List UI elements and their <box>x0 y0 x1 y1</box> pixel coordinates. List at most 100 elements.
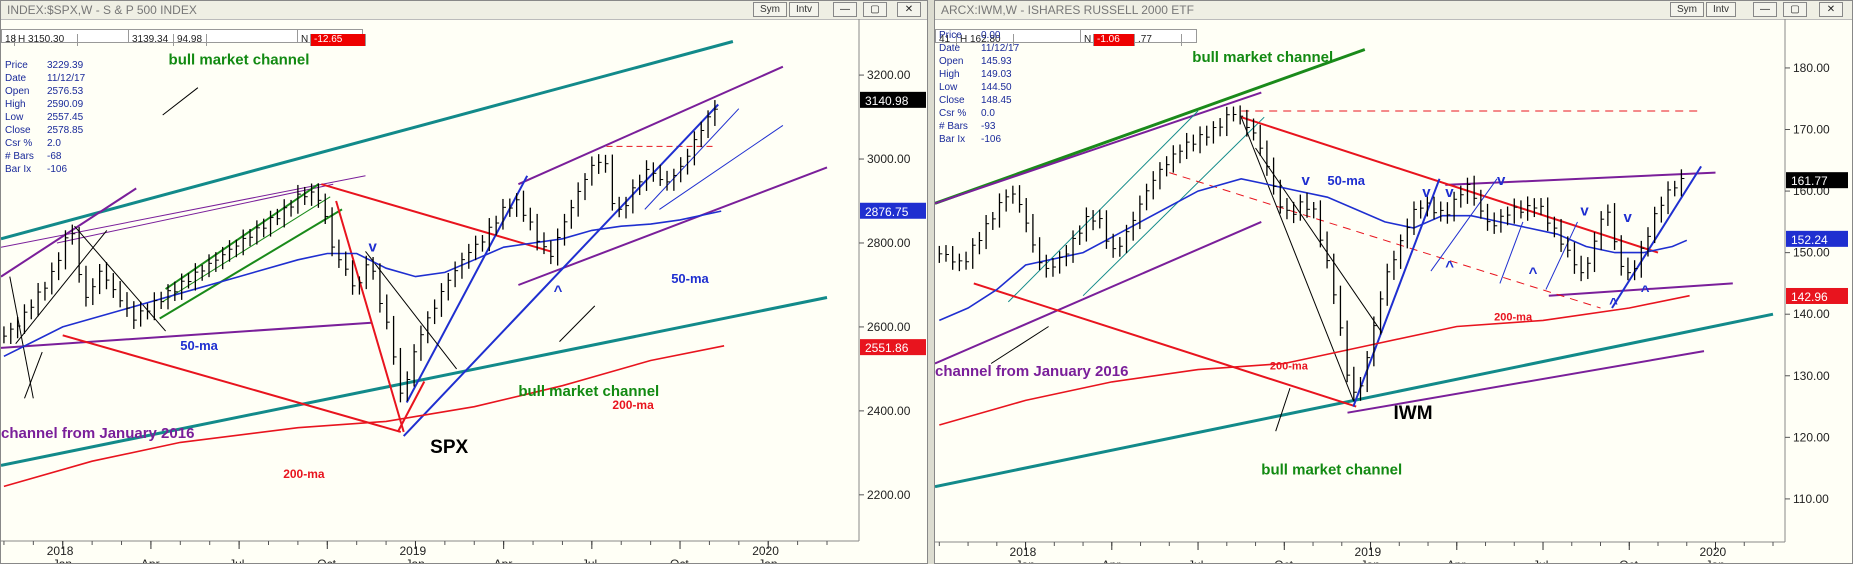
spx-info-label: Bar Ix <box>5 164 32 175</box>
iwm-trend-line <box>973 282 1357 408</box>
iwm-close-icon[interactable]: ✕ <box>1819 2 1843 17</box>
spx-info-row: Close 2578.85 <box>5 124 85 137</box>
iwm-y-tick-label: 150.00 <box>1793 246 1830 260</box>
spx-titlebar: INDEX:$SPX,W - S & P 500 INDEX Sym Intv … <box>1 1 927 20</box>
iwm-info-value: 0.00 <box>981 30 1001 41</box>
iwm-ohlc-strip: 41 H 162.80 N -1.06.77 <box>935 29 1197 46</box>
spx-info-label: Low <box>5 112 24 123</box>
iwm-info-label: Open <box>939 56 964 67</box>
iwm-annotation: v <box>1497 172 1506 189</box>
spx-price-label: 3140.98 <box>865 94 909 108</box>
spx-info-row: Bar Ix -106 <box>5 163 85 176</box>
spx-info-label: Date <box>5 73 27 84</box>
spx-trend-line <box>24 351 43 399</box>
iwm-trend-line <box>1611 165 1702 309</box>
iwm-chart-window: ARCX:IWM,W - ISHARES RUSSELL 2000 ETF Sy… <box>934 0 1853 564</box>
spx-info-value: 11/12/17 <box>47 73 86 84</box>
spx-info-row: Csr % 2.0 <box>5 137 85 150</box>
iwm-info-row: High 149.03 <box>939 68 1019 81</box>
iwm-info-value: 0.0 <box>981 108 995 119</box>
iwm-window-title: ARCX:IWM,W - ISHARES RUSSELL 2000 ETF <box>941 3 1194 17</box>
iwm-maximize-icon[interactable]: ▢ <box>1783 2 1807 17</box>
iwm-x-year-label: 2019 <box>1355 545 1382 559</box>
spx-ohlc-cell: H 3150.30 <box>15 34 78 46</box>
spx-ohlc-strip: 18 H 3150.30 3139.34 94.98 N -12.65 <box>1 29 366 46</box>
iwm-trend-line <box>1082 116 1265 297</box>
spx-ohlc-cell: 3139.34 <box>129 34 174 46</box>
iwm-info-label: Bar Ix <box>939 134 966 145</box>
iwm-annotation: 200-ma <box>1270 361 1309 373</box>
spx-annotation: SPX <box>430 437 468 458</box>
iwm-trend-line <box>1499 221 1524 284</box>
spx-price-label-bg <box>860 202 926 219</box>
spx-y-tick-label: 3200.00 <box>867 68 911 82</box>
spx-x-year-label: 2018 <box>47 544 74 558</box>
spx-y-tick-label: 2400.00 <box>867 404 911 418</box>
iwm-price-label-bg <box>1786 230 1848 247</box>
iwm-x-month-label: Apr <box>1102 558 1121 564</box>
iwm-trend-line <box>1240 117 1354 401</box>
iwm-sym-button[interactable]: Sym <box>1670 2 1704 17</box>
spx-ma200-line <box>3 345 725 488</box>
spx-trend-line <box>162 87 199 116</box>
iwm-annotation: ^ <box>1529 264 1538 281</box>
iwm-x-month-label: Jul <box>1533 558 1548 564</box>
iwm-info-value: 149.03 <box>981 69 1012 80</box>
spx-info-value: 2.0 <box>47 138 61 149</box>
spx-info-value: 2576.53 <box>47 86 84 97</box>
spx-annotation: v <box>368 238 377 255</box>
iwm-x-year-label: 2018 <box>1010 545 1037 559</box>
iwm-info-value: -106 <box>981 134 1002 145</box>
spx-plot-area: bull market channel bull market channel ch… <box>1 40 828 488</box>
spx-trend-line <box>1 187 137 278</box>
spx-maximize-icon[interactable]: ▢ <box>863 2 887 17</box>
iwm-info-row: Csr % 0.0 <box>939 107 1019 120</box>
spx-x-month-label: Jul <box>582 557 597 564</box>
iwm-trend-line <box>1169 172 1601 309</box>
spx-info-label: Csr % <box>5 138 33 149</box>
spx-ohlc-cell <box>78 30 129 42</box>
spx-annotation: 50-ma <box>180 338 218 353</box>
iwm-x-month-label: Jul <box>1188 558 1203 564</box>
spx-price-label-bg <box>860 339 926 356</box>
spx-info-row: Low 2557.45 <box>5 111 85 124</box>
spx-info-value: -106 <box>47 164 68 175</box>
spx-info-value: 2590.09 <box>47 99 84 110</box>
iwm-info-value: 145.93 <box>981 56 1012 67</box>
spx-trend-line <box>396 381 426 433</box>
iwm-trend-line <box>1545 221 1578 290</box>
spx-ohlc-cell: 94.98 <box>174 34 207 46</box>
spx-annotation: bull market channel <box>169 52 310 69</box>
spx-trend-line <box>335 200 405 433</box>
iwm-x-month-label: Jan <box>1361 558 1380 564</box>
iwm-info-label: Low <box>939 82 958 93</box>
spx-ma50-line <box>3 210 722 358</box>
iwm-titlebar: ARCX:IWM,W - ISHARES RUSSELL 2000 ETF Sy… <box>935 1 1852 20</box>
spx-info-value: 2557.45 <box>47 112 84 123</box>
spx-price-label: 2551.86 <box>865 341 909 355</box>
spx-trend-line <box>644 108 740 210</box>
spx-x-month-label: Jan <box>53 557 72 564</box>
iwm-trend-line <box>1275 387 1291 432</box>
spx-minimize-icon[interactable]: — <box>833 2 857 17</box>
iwm-trend-line <box>1347 350 1705 414</box>
iwm-info-label: Date <box>939 43 961 54</box>
iwm-intv-button[interactable]: Intv <box>1706 2 1736 17</box>
iwm-annotation: ^ <box>1609 295 1618 312</box>
spx-info-value: -68 <box>47 151 62 162</box>
spx-x-year-label: 2020 <box>752 544 779 558</box>
spx-info-label: High <box>5 99 26 110</box>
spx-sym-button[interactable]: Sym <box>753 2 787 17</box>
spx-intv-button[interactable]: Intv <box>789 2 819 17</box>
iwm-info-value: 148.45 <box>981 95 1012 106</box>
spx-close-icon[interactable]: ✕ <box>897 2 921 17</box>
iwm-info-label: Csr % <box>939 108 967 119</box>
spx-annotation: 200-ma <box>612 398 654 412</box>
spx-info-label: Open <box>5 86 30 97</box>
iwm-annotation: ^ <box>1445 258 1454 275</box>
spx-annotation: channel from January 2016 <box>1 425 194 442</box>
iwm-info-label: # Bars <box>939 121 968 132</box>
spx-info-row: High 2590.09 <box>5 98 85 111</box>
iwm-y-tick-label: 180.00 <box>1793 61 1830 75</box>
iwm-minimize-icon[interactable]: — <box>1753 2 1777 17</box>
